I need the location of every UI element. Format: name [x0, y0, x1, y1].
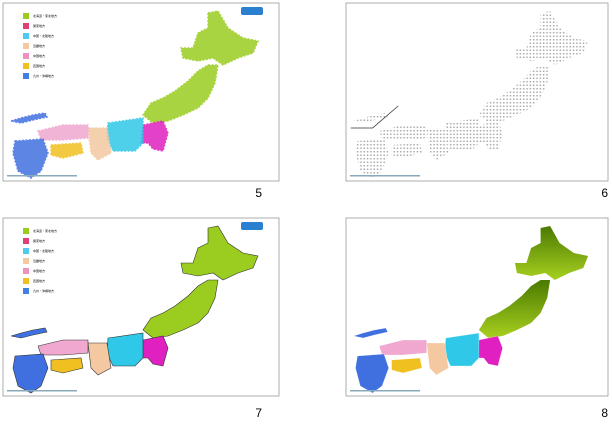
region — [50, 142, 84, 159]
legend-label: 近畿地方 — [33, 258, 45, 263]
okinawa-divider — [350, 105, 399, 129]
region — [10, 327, 48, 339]
slide-number: 8 — [601, 406, 608, 420]
legend-label: 中国地方 — [33, 268, 45, 273]
region — [444, 118, 479, 151]
legend-swatch — [23, 238, 29, 244]
slide-thumbnail[interactable] — [345, 2, 609, 182]
japan-map — [353, 226, 589, 394]
legend-swatch — [23, 53, 29, 59]
legend-label: 九州・沖縄地方 — [33, 288, 54, 293]
slide-number: 7 — [255, 406, 262, 420]
region — [87, 342, 112, 376]
legend-label: 中国地方 — [33, 53, 45, 58]
region — [478, 280, 551, 338]
legend-swatch — [23, 288, 29, 294]
legend-swatch — [23, 23, 29, 29]
legend-swatch — [23, 63, 29, 69]
legend-label: 中部・北陸地方 — [33, 33, 54, 38]
legend-swatch — [23, 268, 29, 274]
region — [514, 226, 589, 280]
legend-swatch — [23, 73, 29, 79]
legend-label: 関東地方 — [33, 238, 45, 243]
region — [10, 112, 49, 124]
legend-swatch — [23, 43, 29, 49]
copyright-line — [7, 390, 77, 392]
region — [180, 225, 259, 281]
region — [444, 332, 480, 367]
region — [379, 125, 427, 140]
legend-label: 中部・北陸地方 — [33, 248, 54, 253]
region — [477, 121, 503, 151]
region — [391, 357, 423, 374]
region — [37, 124, 89, 141]
copyright-line — [350, 175, 420, 177]
region — [106, 332, 144, 367]
region — [514, 11, 589, 65]
region — [426, 342, 449, 376]
slide-thumbnail[interactable] — [345, 217, 609, 397]
legend-swatch — [23, 248, 29, 254]
region — [87, 127, 112, 161]
region — [391, 143, 422, 158]
region — [355, 139, 389, 178]
slide-number: 5 — [255, 186, 262, 200]
logo — [241, 7, 263, 15]
legend-label: 北海道・東北地方 — [33, 228, 57, 233]
region — [106, 117, 144, 152]
japan-map — [10, 10, 260, 179]
region — [140, 120, 169, 152]
region — [355, 353, 389, 394]
copyright-line — [350, 390, 420, 392]
region — [180, 10, 260, 66]
legend-label: 関東地方 — [33, 23, 45, 28]
region — [12, 353, 49, 394]
region — [353, 327, 388, 339]
japan-map — [350, 11, 589, 178]
logo — [241, 222, 263, 230]
legend-label: 四国地方 — [33, 63, 45, 68]
japan-map — [10, 225, 259, 394]
region — [50, 357, 84, 374]
region — [12, 138, 49, 179]
region — [426, 128, 449, 160]
legend-swatch — [23, 13, 29, 19]
legend-swatch — [23, 228, 29, 234]
copyright-line — [7, 175, 77, 177]
legend-swatch — [23, 258, 29, 264]
region — [478, 65, 551, 123]
legend-swatch — [23, 278, 29, 284]
legend-label: 北海道・東北地方 — [33, 13, 57, 18]
slide-number: 6 — [601, 186, 608, 200]
region — [353, 113, 388, 123]
legend-label: 四国地方 — [33, 278, 45, 283]
legend-label: 九州・沖縄地方 — [33, 73, 54, 78]
legend-swatch — [23, 33, 29, 39]
legend-label: 近畿地方 — [33, 43, 45, 48]
